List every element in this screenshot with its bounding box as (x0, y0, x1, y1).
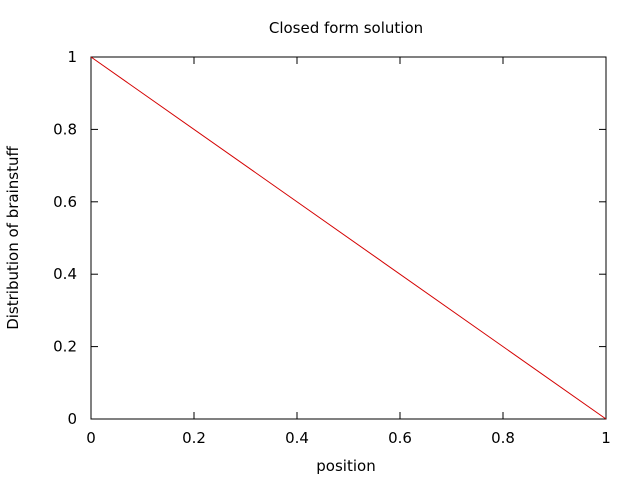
series-line-0 (90, 56, 607, 420)
y-tick-label: 1 (67, 48, 77, 66)
x-tick-label: 0.8 (491, 429, 515, 447)
x-tick-label: 0.6 (388, 429, 412, 447)
x-tick-label: 0.2 (182, 429, 206, 447)
y-axis: 0 0.2 0.4 0.6 0.8 1 (53, 48, 606, 428)
y-tick-label: 0.4 (53, 265, 77, 283)
chart-title: Closed form solution (269, 19, 423, 37)
y-tick-label: 0.6 (53, 193, 77, 211)
x-axis-label: position (316, 457, 375, 475)
y-tick-label: 0 (67, 410, 77, 428)
y-axis-label: Distribution of brainstuff (4, 146, 22, 330)
y-tick-label: 0.8 (53, 120, 77, 138)
plot-frame (90, 56, 607, 420)
x-tick-label: 1 (601, 429, 611, 447)
series-layer (90, 56, 607, 420)
x-axis: 0 0.2 0.4 0.6 0.8 1 (86, 57, 611, 447)
x-tick-label: 0 (86, 429, 96, 447)
x-tick-label: 0.4 (285, 429, 309, 447)
y-tick-label: 0.2 (53, 338, 77, 356)
